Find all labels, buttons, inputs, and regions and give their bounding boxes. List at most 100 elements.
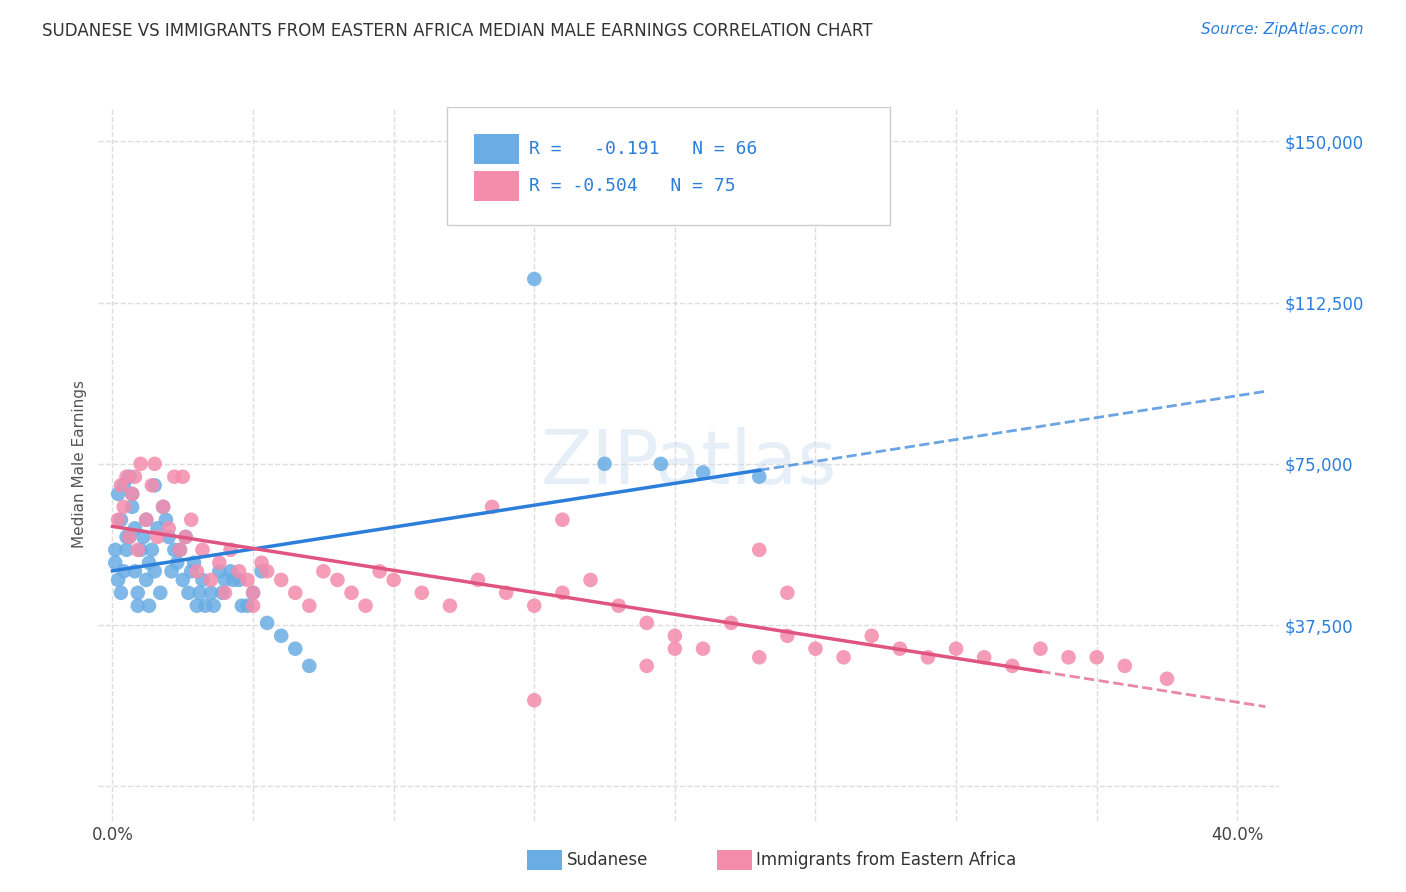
Point: [200, 586, 222, 600]
Text: SUDANESE VS IMMIGRANTS FROM EASTERN AFRICA MEDIAN MALE EARNINGS CORRELATION CHAR: SUDANESE VS IMMIGRANTS FROM EASTERN AFRI…: [42, 22, 873, 40]
Point: [917, 650, 939, 665]
Point: [183, 556, 205, 570]
Point: [250, 556, 273, 570]
Point: [973, 650, 995, 665]
Point: [208, 556, 231, 570]
Point: [340, 586, 363, 600]
Point: [467, 573, 489, 587]
Point: [115, 530, 138, 544]
Point: [174, 530, 197, 544]
Text: ZIPatlas: ZIPatlas: [541, 427, 837, 500]
Point: [115, 542, 138, 557]
FancyBboxPatch shape: [474, 134, 519, 164]
Point: [298, 599, 321, 613]
Point: [832, 650, 855, 665]
Point: [242, 586, 264, 600]
Point: [107, 573, 129, 587]
Point: [439, 599, 461, 613]
Point: [776, 586, 799, 600]
Point: [284, 586, 307, 600]
Point: [172, 573, 194, 587]
Point: [250, 564, 273, 578]
Point: [231, 599, 253, 613]
Point: [270, 629, 292, 643]
Point: [174, 530, 197, 544]
Point: [270, 573, 292, 587]
Point: [236, 573, 259, 587]
Point: [481, 500, 503, 514]
Point: [242, 599, 264, 613]
Point: [177, 586, 200, 600]
Point: [284, 641, 307, 656]
Point: [194, 599, 217, 613]
Point: [104, 542, 127, 557]
Point: [152, 500, 174, 514]
Point: [236, 599, 259, 613]
Point: [135, 573, 157, 587]
Point: [152, 500, 174, 514]
Point: [124, 469, 146, 483]
Point: [180, 564, 202, 578]
Point: [1057, 650, 1080, 665]
Text: Immigrants from Eastern Africa: Immigrants from Eastern Africa: [756, 851, 1017, 869]
Point: [107, 513, 129, 527]
Point: [945, 641, 967, 656]
Point: [141, 478, 163, 492]
Text: R = -0.504   N = 75: R = -0.504 N = 75: [530, 178, 737, 195]
Point: [228, 564, 250, 578]
Point: [157, 530, 180, 544]
Point: [160, 564, 183, 578]
Point: [169, 542, 191, 557]
Point: [219, 564, 242, 578]
Text: Sudanese: Sudanese: [567, 851, 648, 869]
Point: [748, 650, 770, 665]
Point: [149, 586, 172, 600]
Point: [110, 513, 132, 527]
Point: [326, 573, 349, 587]
Point: [163, 542, 186, 557]
Point: [214, 573, 236, 587]
Point: [200, 573, 222, 587]
Point: [121, 487, 143, 501]
Point: [579, 573, 602, 587]
Point: [860, 629, 883, 643]
Point: [1029, 641, 1052, 656]
Point: [121, 500, 143, 514]
Point: [110, 586, 132, 600]
Point: [124, 521, 146, 535]
Point: [157, 521, 180, 535]
Point: [180, 513, 202, 527]
Point: [219, 542, 242, 557]
Point: [112, 500, 135, 514]
Point: [551, 586, 574, 600]
Point: [143, 478, 166, 492]
Text: R =   -0.191   N = 66: R = -0.191 N = 66: [530, 140, 758, 158]
Point: [202, 599, 225, 613]
Point: [228, 573, 250, 587]
Point: [354, 599, 377, 613]
Point: [127, 542, 149, 557]
Point: [256, 615, 278, 630]
Point: [256, 564, 278, 578]
Point: [172, 469, 194, 483]
Point: [132, 530, 155, 544]
Point: [692, 641, 714, 656]
Point: [141, 542, 163, 557]
Point: [664, 641, 686, 656]
Point: [298, 659, 321, 673]
Point: [138, 556, 160, 570]
Point: [107, 487, 129, 501]
Point: [208, 564, 231, 578]
Point: [186, 599, 208, 613]
Point: [118, 530, 141, 544]
Point: [163, 469, 186, 483]
Point: [186, 564, 208, 578]
Point: [121, 487, 143, 501]
Point: [1156, 672, 1178, 686]
Point: [127, 599, 149, 613]
Point: [191, 542, 214, 557]
Point: [211, 586, 233, 600]
Point: [166, 556, 188, 570]
Point: [124, 564, 146, 578]
Point: [1001, 659, 1024, 673]
